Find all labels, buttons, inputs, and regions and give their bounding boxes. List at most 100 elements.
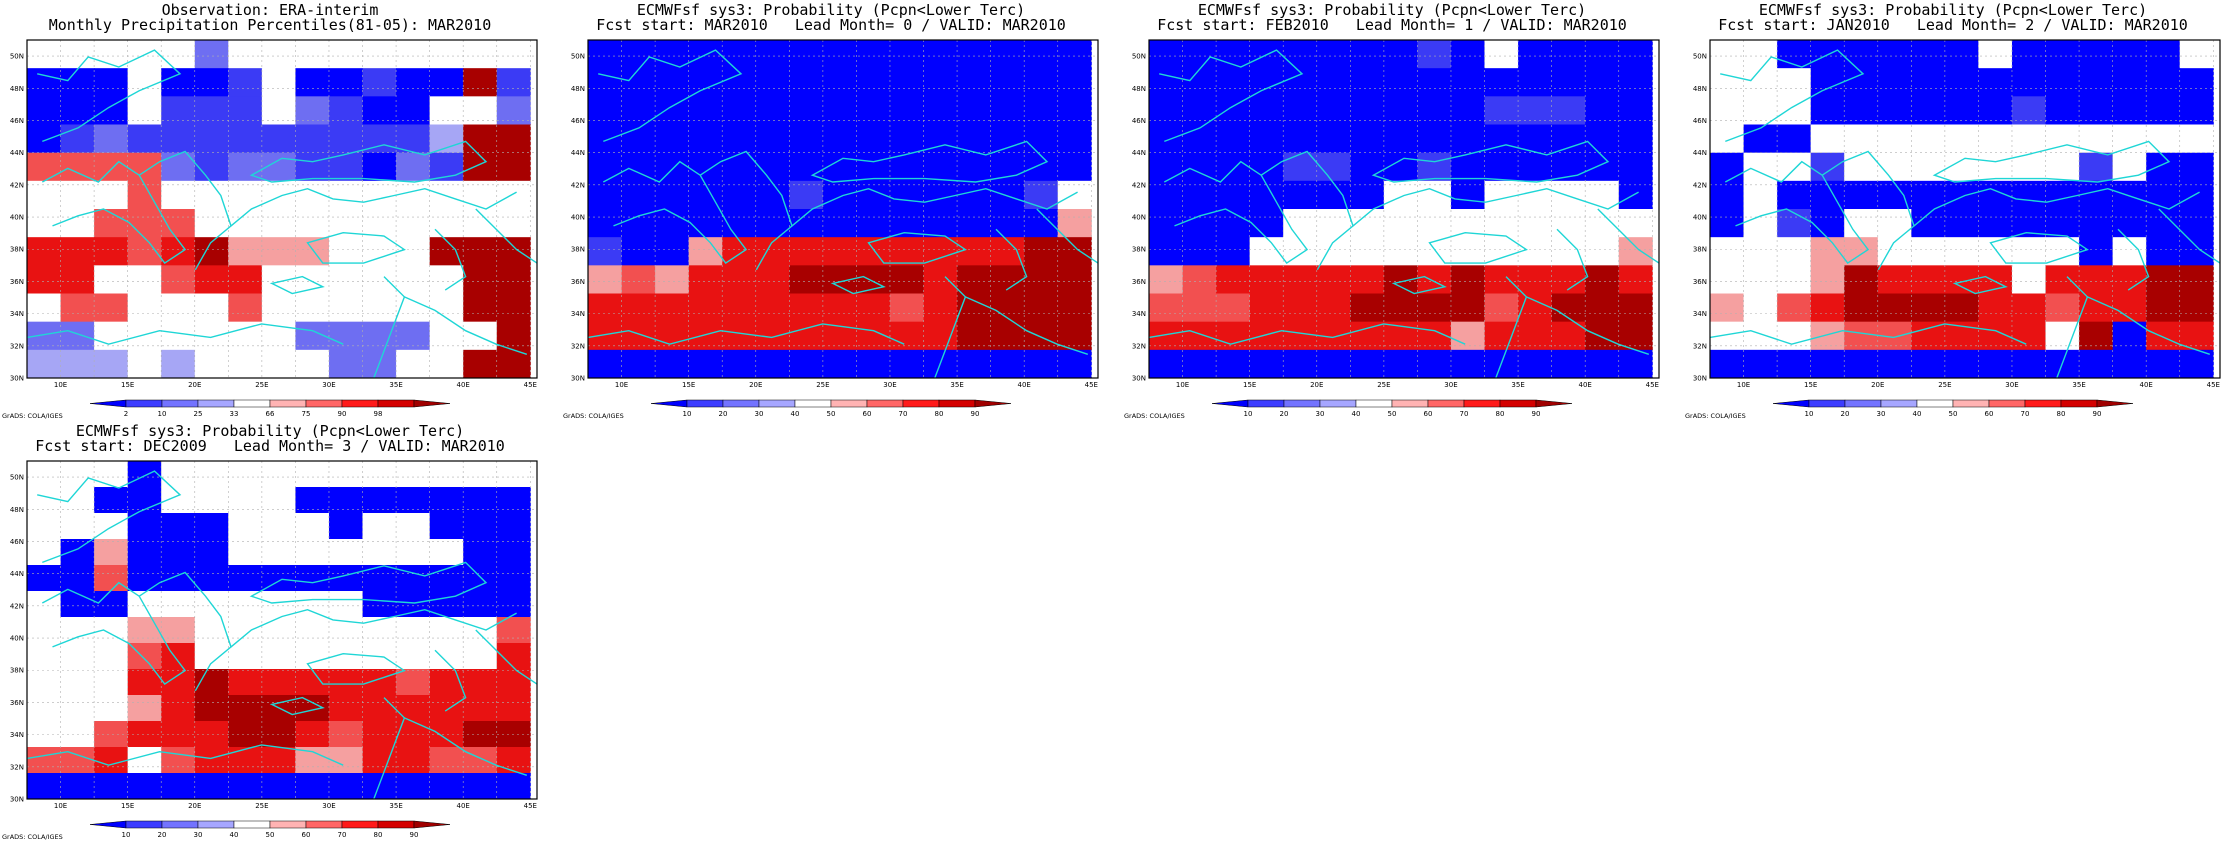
heatmap-cell bbox=[621, 237, 656, 266]
x-tick-label: 20E bbox=[188, 802, 201, 810]
heatmap-cell bbox=[1944, 209, 1979, 238]
heatmap-cell bbox=[1911, 237, 1946, 266]
heatmap-cell bbox=[1877, 209, 1912, 238]
heatmap-cell bbox=[463, 124, 498, 154]
heatmap-cell bbox=[1383, 237, 1418, 266]
heatmap-cell bbox=[496, 669, 531, 696]
heatmap-cell bbox=[295, 669, 330, 696]
heatmap-cell bbox=[27, 180, 62, 210]
heatmap-cell bbox=[295, 539, 330, 566]
heatmap-cell bbox=[1585, 265, 1620, 294]
heatmap-cell bbox=[60, 773, 95, 800]
colorbar-label: 70 bbox=[338, 831, 347, 839]
heatmap-cell bbox=[1149, 209, 1184, 238]
panel-subtitle: Fcst start: FEB2010 Lead Month= 1 / VALI… bbox=[1157, 16, 1627, 34]
heatmap-cell bbox=[957, 209, 992, 238]
heatmap-cell bbox=[60, 539, 95, 566]
y-tick-label: 40N bbox=[1132, 214, 1146, 222]
heatmap-cell bbox=[822, 124, 857, 154]
heatmap-cell bbox=[396, 747, 431, 774]
heatmap-cell bbox=[94, 773, 129, 800]
heatmap-cell bbox=[127, 152, 162, 182]
heatmap-cell bbox=[60, 293, 95, 323]
heatmap-cell bbox=[1518, 237, 1553, 266]
y-tick-label: 48N bbox=[1693, 85, 1707, 93]
heatmap-cell bbox=[655, 265, 690, 294]
heatmap-cell bbox=[429, 747, 464, 774]
heatmap-map: 10E 15E 20E 25E 30E 35E 40E 45E 30N 32N 34N 36N 38N 4… bbox=[1685, 39, 2221, 420]
x-tick-label: 25E bbox=[1377, 381, 1390, 389]
heatmap-cell bbox=[27, 293, 62, 323]
heatmap-cell bbox=[1777, 293, 1812, 323]
heatmap-cell bbox=[429, 513, 464, 540]
heatmap-cell bbox=[127, 617, 162, 644]
heatmap-cell bbox=[228, 773, 263, 800]
colorbar-label: 10 bbox=[158, 410, 167, 418]
heatmap-cell bbox=[261, 124, 296, 154]
heatmap-cell bbox=[161, 349, 196, 379]
heatmap-cell bbox=[429, 695, 464, 722]
heatmap-cell bbox=[1149, 180, 1184, 210]
heatmap-cell bbox=[94, 669, 129, 696]
heatmap-cell bbox=[822, 40, 857, 69]
y-tick-label: 40N bbox=[571, 214, 585, 222]
heatmap-cell bbox=[1450, 68, 1486, 97]
heatmap-cell bbox=[94, 617, 129, 644]
heatmap-cell bbox=[127, 124, 162, 154]
heatmap-cell bbox=[588, 237, 623, 266]
heatmap-cell bbox=[957, 237, 992, 266]
coastline bbox=[404, 296, 528, 355]
heatmap-cell bbox=[2112, 124, 2147, 154]
heatmap-cell bbox=[1877, 124, 1912, 154]
heatmap-cell bbox=[127, 209, 162, 238]
heatmap-cell bbox=[621, 293, 656, 323]
heatmap-cell bbox=[429, 539, 464, 566]
heatmap-cell bbox=[261, 293, 296, 323]
x-tick-label: 45E bbox=[524, 802, 537, 810]
heatmap-cell bbox=[1024, 180, 1059, 210]
heatmap-cell bbox=[1283, 293, 1318, 323]
heatmap-cell bbox=[496, 68, 531, 97]
heatmap-cell bbox=[328, 124, 364, 154]
heatmap-cell bbox=[261, 643, 296, 670]
heatmap-cell bbox=[127, 293, 162, 323]
coastline bbox=[230, 187, 517, 227]
heatmap-cell bbox=[789, 124, 824, 154]
coastlines bbox=[26, 470, 538, 800]
heatmap-cell bbox=[2045, 180, 2080, 210]
heatmap-cell bbox=[328, 669, 364, 696]
heatmap-cell bbox=[1057, 152, 1092, 182]
heatmap-cell bbox=[1182, 124, 1217, 154]
y-tick-label: 50N bbox=[10, 53, 24, 61]
coastline bbox=[230, 608, 517, 648]
heatmap-cell bbox=[688, 293, 723, 323]
heatmap-cell bbox=[94, 265, 129, 294]
colorbar-swatch bbox=[902, 399, 940, 408]
heatmap-cell bbox=[127, 265, 162, 294]
heatmap-cell bbox=[2179, 68, 2214, 97]
heatmap-cell bbox=[496, 773, 531, 800]
heatmap-cell bbox=[1585, 68, 1620, 97]
heatmap-cell bbox=[194, 180, 229, 210]
heatmap-cell bbox=[1810, 68, 1845, 97]
heatmap-cell bbox=[1283, 349, 1318, 379]
x-tick-label: 35E bbox=[2072, 381, 2085, 389]
heatmap-cell bbox=[429, 209, 464, 238]
colorbar-swatch bbox=[341, 399, 379, 408]
heatmap-cell bbox=[688, 265, 723, 294]
colorbar-swatch bbox=[2024, 399, 2062, 408]
heatmap-cell bbox=[1710, 209, 1745, 238]
heatmap-cell bbox=[362, 180, 397, 210]
heatmap-cell bbox=[94, 293, 129, 323]
coastline bbox=[26, 744, 344, 766]
heatmap-cell bbox=[1710, 349, 1745, 379]
colorbar-swatch bbox=[1319, 399, 1357, 408]
heatmap-cell bbox=[2011, 68, 2047, 97]
heatmap-cell bbox=[2112, 180, 2147, 210]
credit-label: GrADS: COLA/IGES bbox=[563, 412, 624, 420]
heatmap-cell bbox=[2146, 124, 2181, 154]
heatmap-cell bbox=[228, 617, 263, 644]
colorbar-label: 2 bbox=[124, 410, 128, 418]
heatmap-cell bbox=[1057, 349, 1092, 379]
heatmap-cell bbox=[2146, 152, 2181, 182]
